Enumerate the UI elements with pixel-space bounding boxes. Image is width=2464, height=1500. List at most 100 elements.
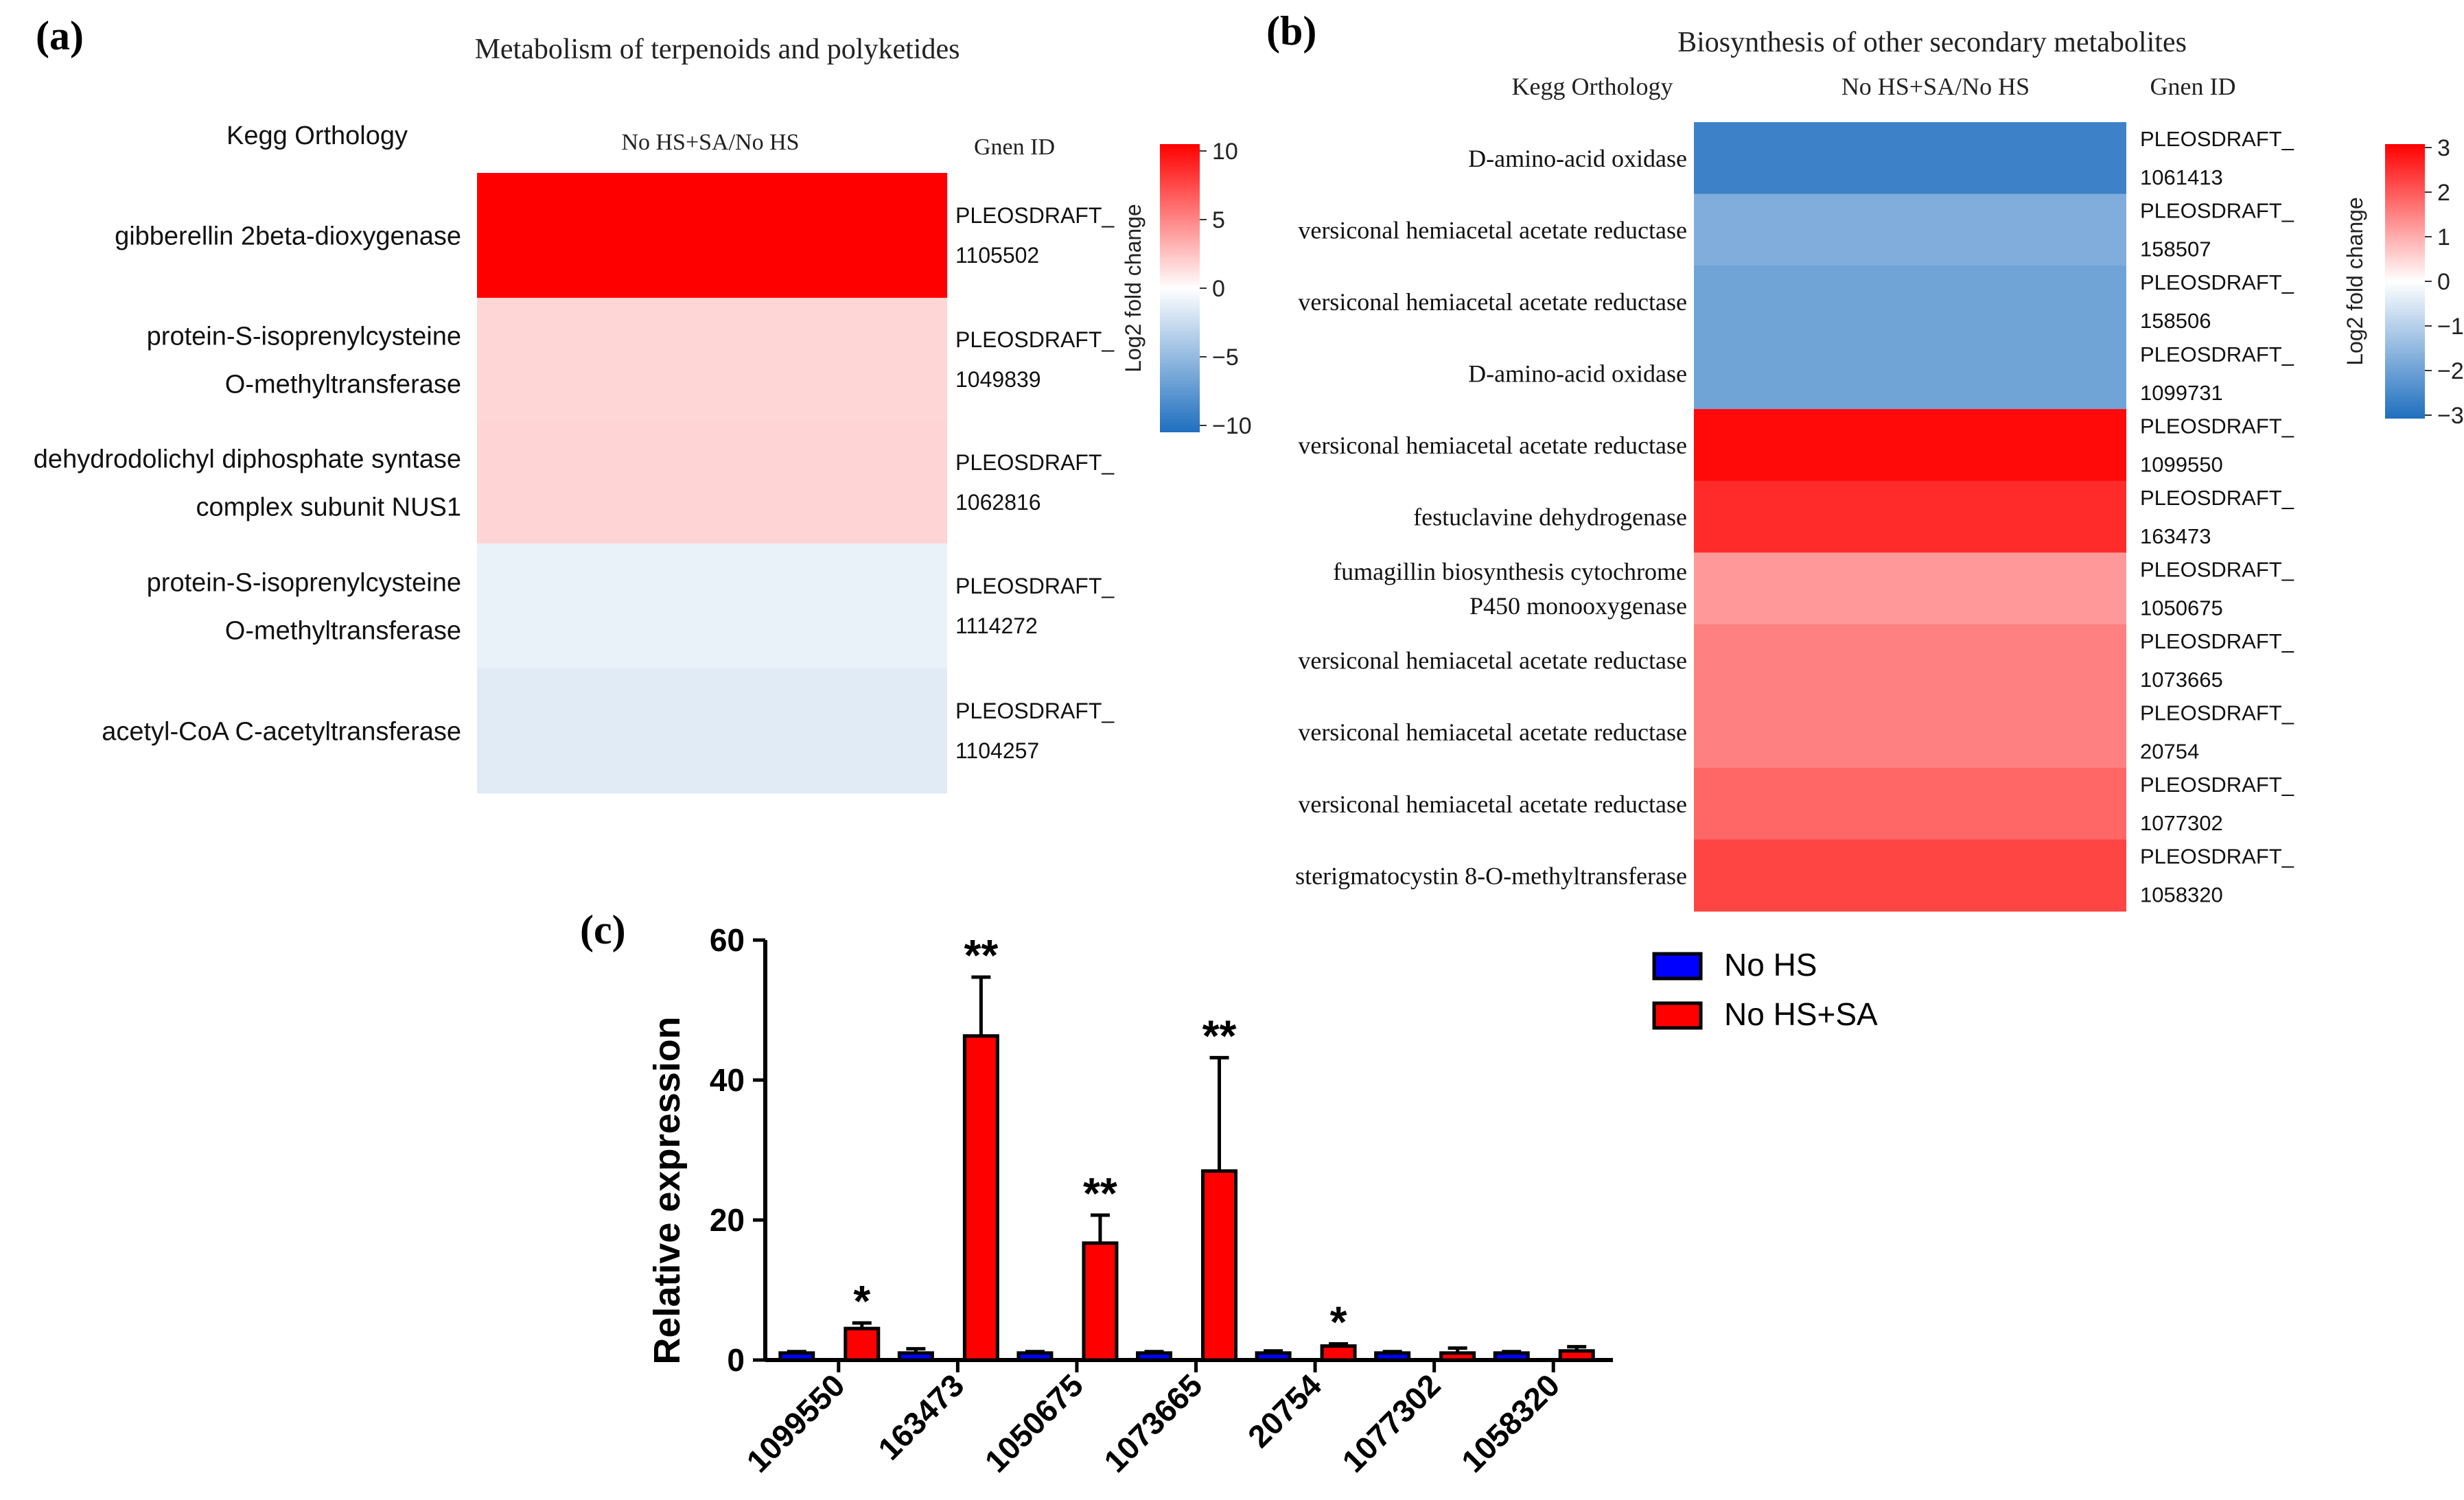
heatmap-cell xyxy=(1694,122,2126,195)
gene-id-number: 163473 xyxy=(2140,524,2211,548)
x-tick-label: 1050675 xyxy=(978,1367,1090,1479)
gene-id-prefix: PLEOSDRAFT_ xyxy=(955,699,1115,723)
bar xyxy=(1439,1351,1476,1362)
colorbar-b-ticks: 3 2 1 0 −1 −2 −3 xyxy=(2425,135,2464,429)
x-tick-label: 1099550 xyxy=(739,1367,851,1479)
gene-id-number: 1062816 xyxy=(955,490,1041,515)
bar xyxy=(1493,1351,1530,1362)
colorbar-a xyxy=(1160,144,1200,432)
row-label: versiconal hemiacetal acetate reductase xyxy=(1298,432,1687,459)
gene-id-prefix: PLEOSDRAFT_ xyxy=(955,450,1115,475)
panel-a-title: Metabolism of terpenoids and polyketides xyxy=(475,34,960,65)
gene-id-number: 1049839 xyxy=(955,367,1041,392)
row-label: fumagillin biosynthesis cytochrome xyxy=(1333,558,1687,585)
bar xyxy=(1374,1351,1411,1362)
significance-marker: ** xyxy=(964,930,998,980)
heatmap-b-labels: D-amino-acid oxidase versiconal hemiaceta… xyxy=(1295,145,1687,889)
gene-id-prefix: PLEOSDRAFT_ xyxy=(2140,701,2294,725)
bar xyxy=(778,1351,815,1362)
heatmap-cell xyxy=(477,421,947,544)
x-tick-label: 1077302 xyxy=(1335,1367,1447,1479)
colorbar-tick-label: −5 xyxy=(1212,344,1239,371)
gene-id-prefix: PLEOSDRAFT_ xyxy=(2140,486,2294,510)
panel-b-condition-header: No HS+SA/No HS xyxy=(1841,73,2030,100)
row-label: dehydrodolichyl diphosphate syntase xyxy=(34,445,461,473)
colorbar-a-ticks: 10 5 0 −5 −10 xyxy=(1200,139,1252,439)
significance-marker: * xyxy=(853,1276,870,1326)
heatmap-b-cells xyxy=(1694,122,2126,912)
bar-marks: ******** xyxy=(778,930,1595,1362)
heatmap-cell xyxy=(1694,480,2126,553)
bar-axes: 0 20 40 60 xyxy=(710,922,1613,1378)
bar-x-tick-labels: 1099550 163473 1050675 1073665 20754 1077302 1… xyxy=(739,1360,1566,1479)
gene-id-number: 1077302 xyxy=(2140,811,2223,835)
gene-id-number: 158507 xyxy=(2140,237,2211,261)
panel-b-label: (b) xyxy=(1266,8,1316,54)
colorbar-b-title: Log2 fold change xyxy=(2343,197,2367,366)
gene-id-prefix: PLEOSDRAFT_ xyxy=(955,327,1115,352)
significance-marker: ** xyxy=(1083,1169,1117,1218)
x-tick-label: 163473 xyxy=(871,1367,971,1466)
row-label: festuclavine dehydrogenase xyxy=(1413,504,1687,531)
panel-b-gene-header: Gnen ID xyxy=(2150,73,2236,100)
bar xyxy=(1201,1169,1237,1362)
gene-id-number: 1073665 xyxy=(2140,668,2223,692)
heatmap-cell xyxy=(1694,624,2126,696)
heatmap-a-cells xyxy=(477,173,947,794)
gene-id-prefix: PLEOSDRAFT_ xyxy=(2140,342,2294,366)
bar xyxy=(1558,1349,1595,1362)
row-label: versiconal hemiacetal acetate reductase xyxy=(1298,718,1687,746)
gene-id-number: 1105502 xyxy=(955,243,1039,268)
heatmap-cell xyxy=(477,543,947,669)
bar xyxy=(1255,1351,1292,1362)
colorbar-tick-label: 10 xyxy=(1212,139,1238,165)
row-label: versiconal hemiacetal acetate reductase xyxy=(1298,647,1687,675)
gene-id-prefix: PLEOSDRAFT_ xyxy=(955,203,1115,228)
y-tick-label: 0 xyxy=(727,1342,745,1378)
gene-id-number: 1099550 xyxy=(2140,452,2223,476)
heatmap-cell xyxy=(1694,696,2126,769)
legend-label: No HS+SA xyxy=(1724,996,1878,1032)
row-label: O-methyltransferase xyxy=(225,370,461,399)
heatmap-cell xyxy=(1694,266,2126,338)
row-label: P450 monooxygenase xyxy=(1469,592,1687,620)
legend: No HS No HS+SA xyxy=(1652,947,1878,1032)
gene-id-number: 1099731 xyxy=(2140,381,2223,405)
heatmap-a-labels: gibberellin 2beta-dioxygenase protein-S-i… xyxy=(34,222,461,746)
gene-id-prefix: PLEOSDRAFT_ xyxy=(2140,773,2294,797)
row-label: gibberellin 2beta-dioxygenase xyxy=(115,222,461,250)
row-label: protein-S-isoprenylcysteine xyxy=(147,568,461,597)
heatmap-cell xyxy=(1694,552,2126,625)
row-label: D-amino-acid oxidase xyxy=(1468,145,1687,172)
panel-b-kegg-header: Kegg Orthology xyxy=(1512,73,1673,100)
row-label: acetyl-CoA C-acetyltransferase xyxy=(102,717,461,746)
gene-id-number: 1061413 xyxy=(2140,165,2223,189)
panel-a-condition-header: No HS+SA/No HS xyxy=(621,130,799,155)
heatmap-cell xyxy=(1694,194,2126,266)
heatmap-cell xyxy=(477,298,947,422)
bar xyxy=(1320,1344,1357,1362)
gene-id-number: 1050675 xyxy=(2140,596,2223,620)
row-label: versiconal hemiacetal acetate reductase xyxy=(1298,790,1687,818)
row-label: D-amino-acid oxidase xyxy=(1468,360,1687,388)
heatmap-cell xyxy=(477,173,947,298)
colorbar-tick-label: 5 xyxy=(1212,207,1225,233)
x-tick-label: 1073665 xyxy=(1097,1367,1209,1479)
gene-id-number: 20754 xyxy=(2140,739,2199,763)
heatmap-cell xyxy=(1694,767,2126,840)
x-tick-label: 20754 xyxy=(1241,1367,1329,1455)
row-label: sterigmatocystin 8-O-methyltransferase xyxy=(1295,862,1687,889)
gene-id-prefix: PLEOSDRAFT_ xyxy=(2140,629,2294,653)
colorbar-tick-label: 1 xyxy=(2437,224,2450,250)
colorbar-tick-label: −1 xyxy=(2437,314,2464,340)
bar xyxy=(1082,1241,1119,1362)
panel-a-gene-header: Gnen ID xyxy=(974,134,1055,160)
gene-id-prefix: PLEOSDRAFT_ xyxy=(2140,199,2294,223)
gene-id-number: 158506 xyxy=(2140,309,2211,333)
gene-id-number: 1104257 xyxy=(955,738,1039,763)
colorbar-tick-label: 2 xyxy=(2437,180,2450,206)
heatmap-cell xyxy=(477,668,947,794)
colorbar-tick-label: 0 xyxy=(1212,276,1225,302)
